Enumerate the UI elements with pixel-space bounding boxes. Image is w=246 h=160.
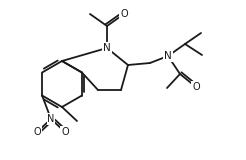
Text: O: O	[61, 127, 69, 137]
Text: O: O	[33, 127, 41, 137]
Text: N: N	[164, 51, 172, 61]
Text: O: O	[120, 9, 128, 19]
Text: N: N	[47, 114, 55, 124]
Text: O: O	[192, 82, 200, 92]
Text: N: N	[103, 43, 111, 53]
